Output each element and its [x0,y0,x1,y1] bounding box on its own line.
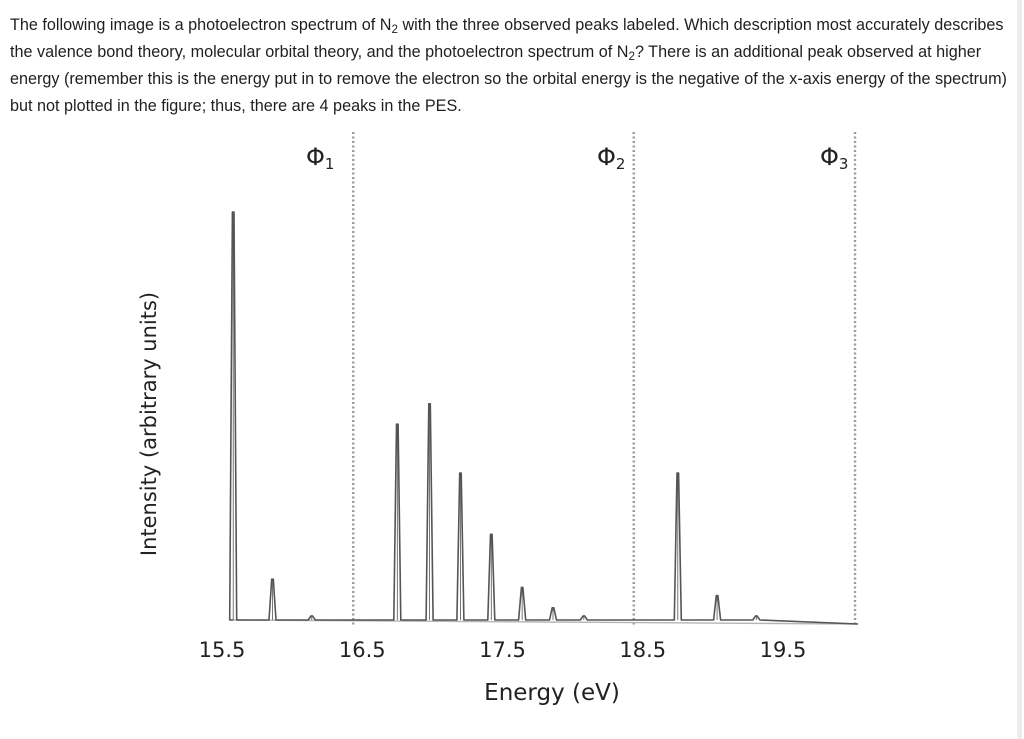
question-text: The following image is a photoelectron s… [10,12,1010,120]
scrollbar[interactable] [1017,0,1022,739]
question-text-part2: with the three observed peaks labeled. W… [10,16,1004,61]
subscript-2: 2 [628,49,635,63]
band-label-phi-2: Φ2 [597,143,625,173]
x-tick-label: 15.5 [199,638,246,662]
peak-marks [232,212,757,620]
band-label-phi-1: Φ1 [306,143,334,173]
x-tick-label: 16.5 [339,638,386,662]
question-text-part1: The following image is a photoelectron s… [10,16,392,34]
band-dividers [352,132,857,625]
question-text-part3: ? There is an additional peak observed a… [10,43,1007,115]
x-tick-label: 17.5 [479,638,526,662]
x-tick-labels: 15.5 16.5 17.5 18.5 19.5 [199,638,807,662]
x-tick-label: 18.5 [619,638,666,662]
band-label-phi-3: Φ3 [820,143,848,173]
band-labels: Φ1 Φ2 Φ3 [306,143,848,173]
subscript-2: 2 [391,22,398,36]
x-axis-label: Energy (eV) [484,680,620,706]
y-axis-label: Intensity (arbitrary units) [137,292,161,556]
spectrum-line [228,211,859,625]
x-tick-label: 19.5 [760,638,807,662]
